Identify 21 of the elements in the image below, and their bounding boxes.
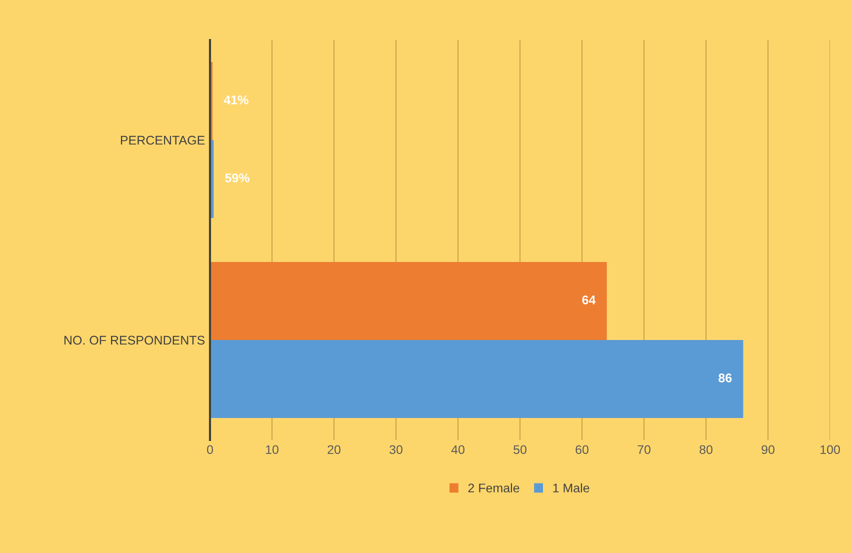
x-tick-label: 20	[328, 445, 340, 454]
y-tick-label: PERCENTAGE	[120, 136, 205, 145]
x-tick-label: 0	[207, 445, 213, 454]
x-tick-label: 30	[390, 445, 402, 454]
data-label: 64	[582, 296, 596, 304]
data-label: 59%	[225, 174, 250, 182]
x-tick-label: 10	[266, 445, 278, 454]
x-tick-label: 50	[514, 445, 526, 454]
data-label: 41%	[224, 96, 248, 104]
x-tick-label: 60	[576, 445, 588, 454]
legend-label: 1 Male	[553, 483, 590, 492]
x-tick-label: 80	[700, 445, 712, 454]
bar	[210, 340, 744, 418]
x-tick-label: 90	[762, 445, 774, 454]
bar	[210, 262, 607, 340]
y-tick-label: NO. OF RESPONDENTS	[64, 336, 205, 345]
legend-label: 2 Female	[468, 483, 520, 492]
x-tick-label: 40	[451, 445, 464, 454]
x-tick-label: 100	[820, 445, 840, 454]
x-tick-label: 70	[638, 445, 650, 454]
data-label: 86	[718, 374, 732, 382]
